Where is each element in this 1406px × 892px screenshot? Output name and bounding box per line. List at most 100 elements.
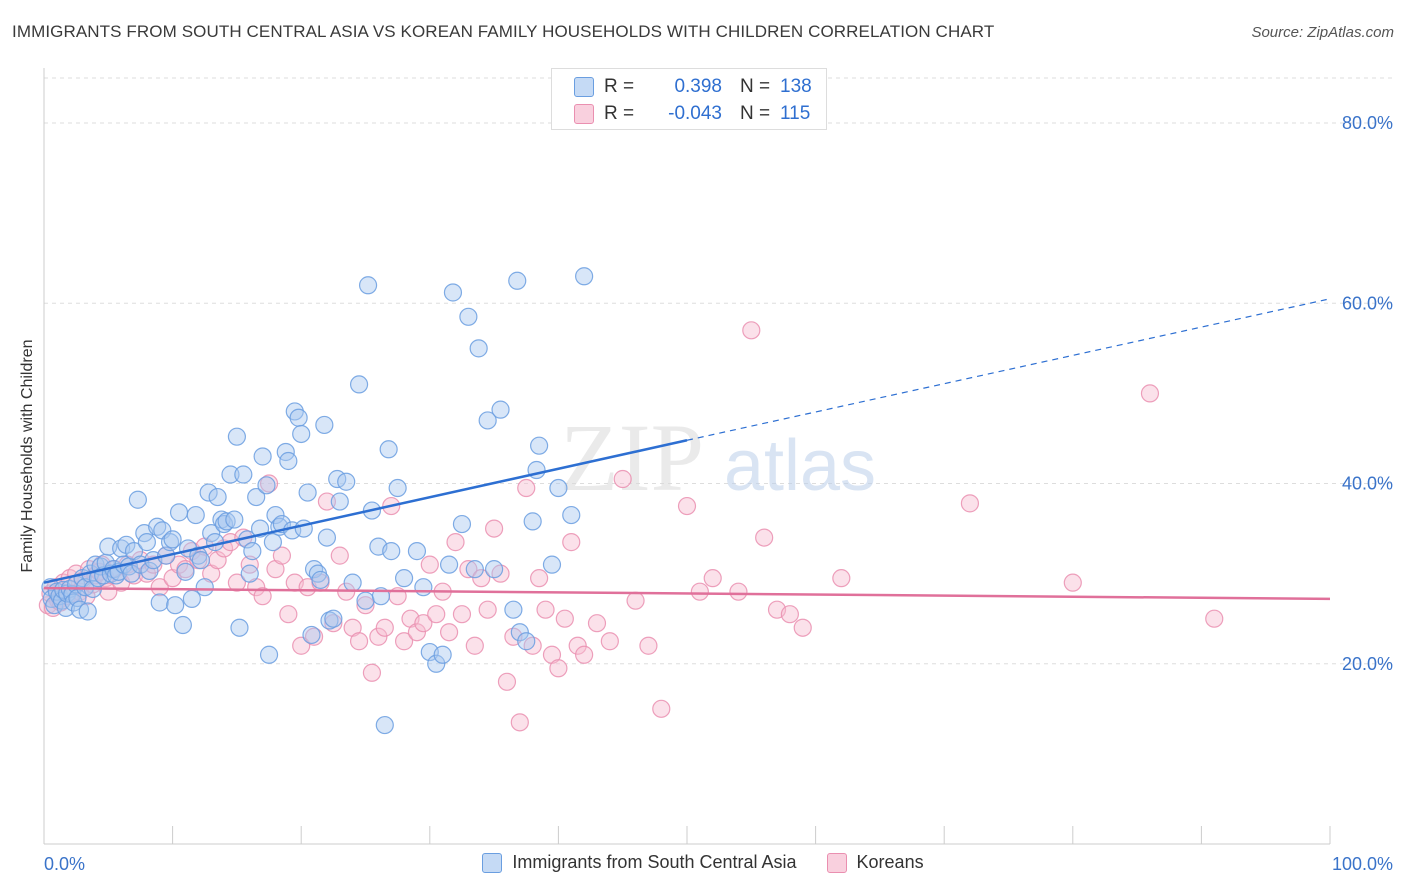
legend-n-value: 138 [780,76,812,97]
legend-r-label: R = [604,76,635,97]
korean-point [755,528,774,547]
south-central-asia-point [191,551,210,570]
legend-swatch-pink [826,852,847,873]
watermark-zip: ZIP [560,404,704,511]
south-central-asia-point [452,514,472,534]
korean-point [510,713,529,732]
south-central-asia-point [549,478,568,498]
korean-point [420,555,439,574]
korean-point [497,672,517,691]
south-central-asia-point [230,618,249,637]
south-central-asia-point [562,505,581,525]
south-central-asia-point [205,533,225,552]
korean-point [530,569,549,588]
korean-point [304,627,324,646]
south-central-asia-point [530,436,549,455]
south-central-asia-point [298,483,317,502]
south-central-asia-point [343,573,362,592]
south-central-asia-point [358,276,378,295]
south-central-asia-point [465,560,484,579]
south-central-asia-point [253,447,272,466]
korean-point [703,569,722,588]
south-central-asia-point [491,400,510,419]
south-central-asia-point [433,645,452,664]
korean-point [677,496,697,516]
south-central-asia-point [302,625,321,645]
legend-n-label: N = [740,103,771,124]
south-central-asia-point [469,339,488,358]
korean-point [742,321,761,340]
south-central-asia-point [166,596,185,615]
south-central-asia-point [289,408,308,427]
south-central-asia-point [225,510,244,529]
korean-point [439,623,459,642]
south-central-asia-point [504,600,523,619]
korean-point [639,636,658,655]
korean-point [549,659,568,678]
pink-trend-line [43,586,1331,601]
south-central-asia-point [214,514,234,534]
south-central-asia-point [324,609,343,628]
south-central-asia-point [315,415,334,435]
korean-point [253,587,272,606]
axes [43,68,1331,845]
korean-point [690,582,709,601]
korean-point [568,636,587,655]
korean-point [960,494,980,513]
korean-point [472,569,491,588]
south-central-asia-point [356,591,375,610]
korean-point [465,636,484,655]
correlation-legend: R = 0.398 N = 138 R = -0.043 N = 115 [551,68,827,130]
south-central-asia-point [575,267,594,286]
x-tick-label: 0.0% [44,854,85,874]
south-central-asia-point [375,715,394,735]
korean-point [356,596,375,615]
south-central-asia-point [292,424,311,444]
south-central-asia-point [337,472,356,491]
south-central-asia-point [510,623,529,642]
korean-point [369,627,388,646]
legend-row-blue: R = 0.398 N = 138 [574,75,812,99]
south-central-asia-point [266,505,285,525]
south-central-asia-point [163,530,182,549]
korean-point [150,578,169,597]
korean-point [832,569,851,588]
south-central-asia-point [227,427,246,446]
south-central-asia-point [443,283,463,302]
source-credit: Source: ZipAtlas.com [1251,24,1394,41]
korean-point [652,699,671,718]
south-central-asia-point [317,528,337,547]
legend-row-pink: R = -0.043 N = 115 [574,102,810,126]
korean-point [452,605,472,624]
korean-point [227,573,246,592]
south-central-asia-point [160,533,180,552]
korean-point [407,623,427,642]
south-central-asia-point [279,451,298,471]
x-tick-label: 100.0% [1332,854,1393,874]
series-legend: Immigrants from South Central Asia Korea… [0,852,1406,873]
south-central-asia-point [137,533,156,552]
south-central-asia-point [243,542,262,561]
korean-point [517,478,536,498]
korean-point [427,605,446,624]
y-tick-label: 80.0% [1342,113,1393,133]
south-central-asia-point [263,533,283,552]
south-central-asia-point [240,564,259,583]
korean-point [279,605,298,624]
koreans-points [38,321,1224,732]
korean-point [272,546,292,565]
legend-item-koreans: Koreans [826,852,924,873]
chart-title: IMMIGRANTS FROM SOUTH CENTRAL ASIA VS KO… [12,22,995,41]
legend-label: Immigrants from South Central Asia [512,852,797,872]
korean-point [626,591,645,610]
south-central-asia-point [259,645,279,664]
south-central-asia-point [542,555,562,574]
korean-point [375,618,394,637]
south-central-asia-point [208,487,227,507]
south-central-asia-point [414,578,433,597]
korean-point [729,582,748,601]
south-central-asia-point [247,487,266,507]
south-central-asia-point [140,561,159,581]
south-central-asia-point [173,615,192,635]
